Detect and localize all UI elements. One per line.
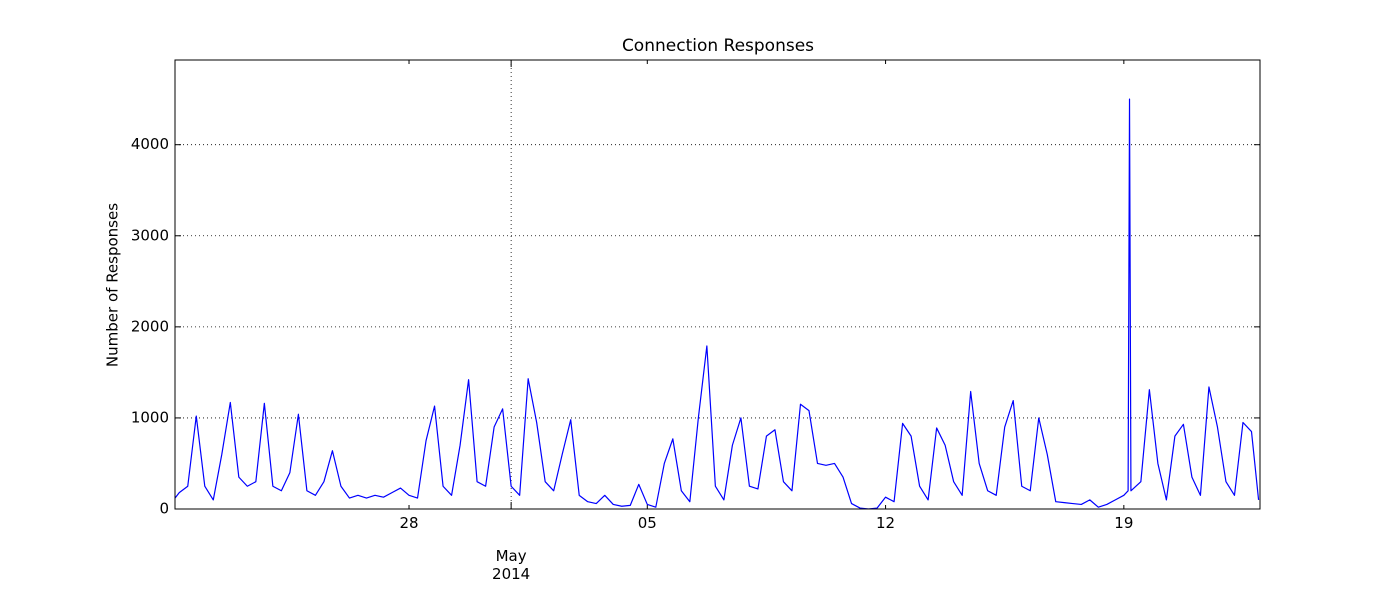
y-tick-label: 2000 [131,317,169,335]
y-axis-label: Number of Responses [104,203,122,367]
y-tick-label: 4000 [131,135,169,153]
x-tick-label: 19 [1114,514,1134,532]
x-tick-label: 28 [399,514,419,532]
chart-title: Connection Responses [622,36,814,56]
x-tick-label: 05 [637,514,657,532]
y-tick-label: 1000 [131,408,169,426]
y-tick-label: 0 [159,500,169,518]
data-line [175,98,1260,509]
x-major-tick-label: May 2014 [492,547,531,583]
x-tick-label: 12 [876,514,896,532]
plot-frame [174,59,1261,510]
y-tick-label: 3000 [131,226,169,244]
